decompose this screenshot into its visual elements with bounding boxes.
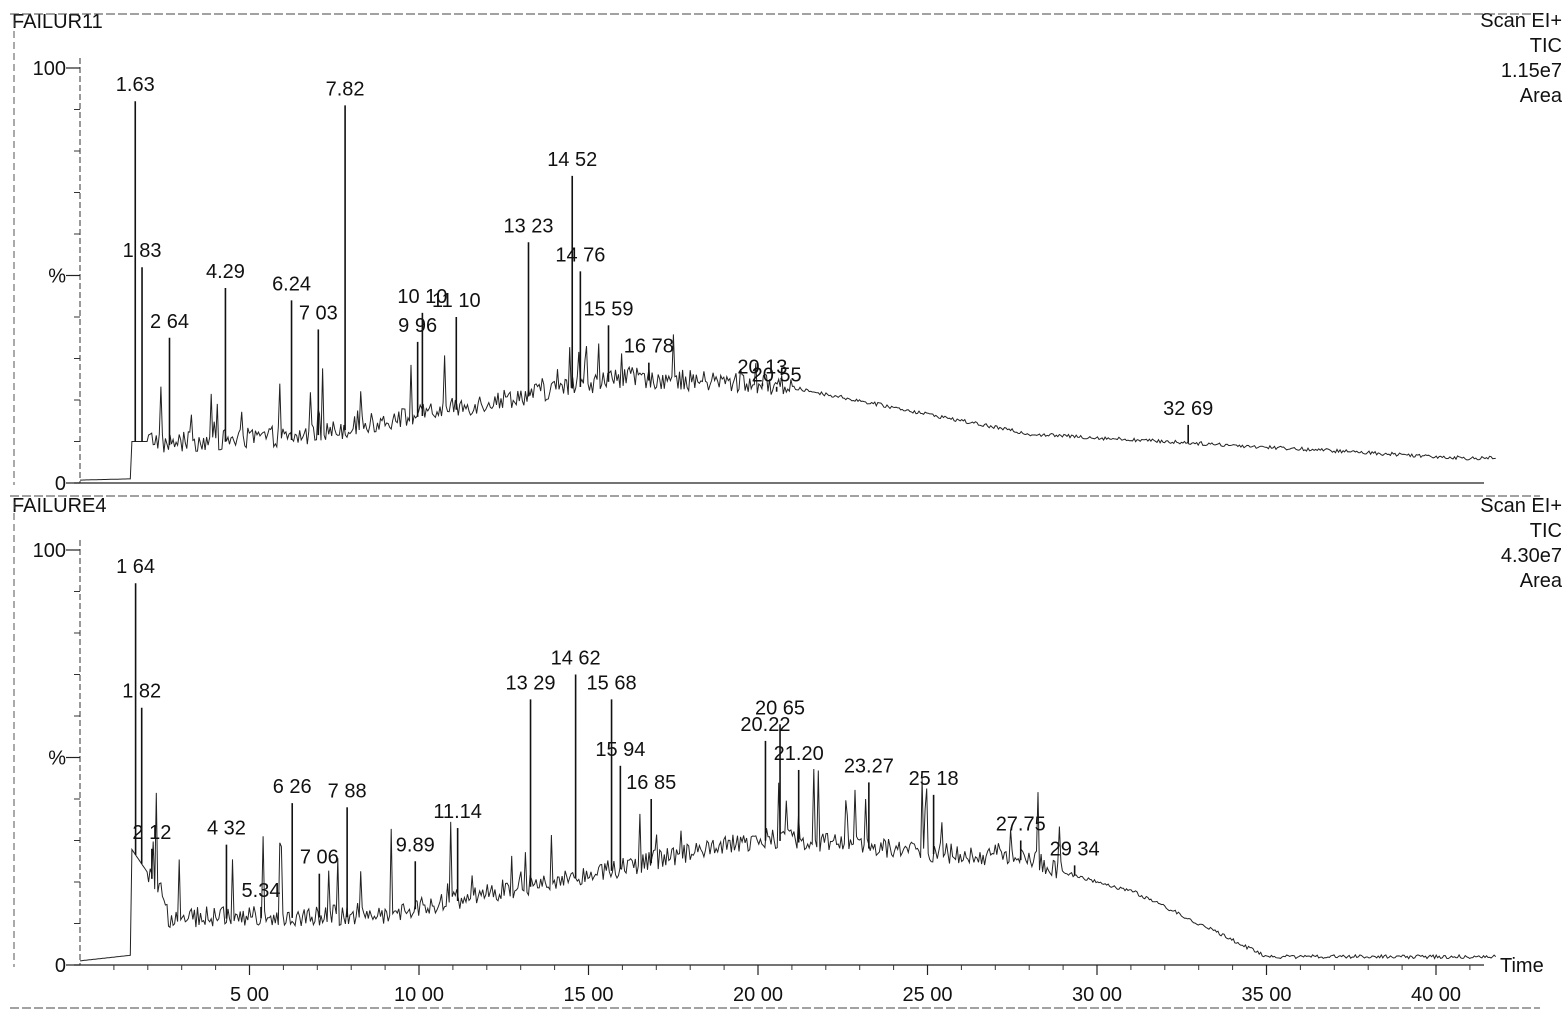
y-tick-label: % — [48, 748, 66, 770]
peak-label: 7 88 — [328, 780, 367, 802]
intensity-label: 1.15e7 — [1501, 60, 1562, 82]
peak-label: 1 64 — [116, 556, 155, 578]
peak-label: 29 34 — [1050, 838, 1100, 860]
peak-label: 21.20 — [774, 743, 824, 765]
peak-label: 9.89 — [396, 834, 435, 856]
peak-label: 23.27 — [844, 755, 894, 777]
x-tick-label: 35 00 — [1241, 984, 1291, 1006]
scan-mode-label: Scan EI+ — [1480, 10, 1562, 32]
peak-label: 1.63 — [116, 74, 155, 96]
y-tick-label: 100 — [33, 58, 66, 80]
peak-label: 20 13 — [737, 356, 787, 378]
peak-label: 14 62 — [551, 648, 601, 670]
peak-label: 14 52 — [547, 149, 597, 171]
peak-label: 20.22 — [740, 714, 790, 736]
x-tick-label: 25 00 — [902, 984, 952, 1006]
sample-name: FAILUR11 — [12, 11, 103, 33]
peak-label: 20 55 — [752, 365, 802, 387]
peak-label: 16 85 — [626, 772, 676, 794]
peak-label: 1 82 — [122, 681, 161, 703]
peak-label: 11 10 — [432, 290, 481, 312]
peak-label: 7 06 — [300, 847, 339, 869]
y-tick-label: % — [48, 266, 66, 288]
time-axis: 5 00 10 00 15 00 20 00 25 00 30 00 35 00 40 00 T… — [10, 955, 1544, 1009]
chromatogram-panel-1: FAILUR11 Scan EI+ TIC 1.15e7 Area 0% 100 1.63 1 … — [10, 10, 1563, 495]
peak-label: 5.34 — [242, 880, 281, 902]
peak-label: 32 69 — [1163, 398, 1213, 420]
peak-label: 27.75 — [996, 814, 1046, 836]
integration-label: Area — [1520, 570, 1563, 592]
x-tick-label: 15 00 — [563, 984, 613, 1006]
peak-label: 15 59 — [583, 298, 633, 320]
x-tick-label: 20 00 — [733, 984, 783, 1006]
x-tick-label: 5 00 — [230, 984, 269, 1006]
peak-label: 11.14 — [433, 801, 482, 823]
tic-trace — [80, 334, 1496, 481]
y-tick-label: 100 — [33, 540, 66, 562]
peak-label: 1 83 — [123, 240, 162, 262]
peak-label: 13 29 — [505, 672, 555, 694]
trace-type-label: TIC — [1530, 35, 1562, 57]
x-tick-label: 40 00 — [1411, 984, 1461, 1006]
trace-type-label: TIC — [1530, 520, 1562, 542]
y-tick-label: 0 — [55, 955, 66, 977]
peak-label: 16 78 — [624, 336, 674, 358]
peak-label: 20 65 — [755, 697, 805, 719]
sample-name: FAILURE4 — [12, 495, 106, 517]
chromatogram-panel-2: FAILURE4 Scan EI+ TIC 4.30e7 Area 0% 100 1 64 1 … — [10, 495, 1563, 977]
peak-label: 7 03 — [299, 302, 338, 324]
peak-label: 6 26 — [273, 776, 312, 798]
peak-label: 2 64 — [150, 311, 189, 333]
x-axis-label: Time — [1500, 955, 1544, 977]
peak-label: 4.29 — [206, 261, 245, 283]
peak-label: 25 18 — [909, 768, 959, 790]
y-tick-label: 0 — [55, 473, 66, 495]
peak-label: 10 10 — [397, 286, 447, 308]
scan-mode-label: Scan EI+ — [1480, 495, 1562, 517]
integration-label: Area — [1520, 85, 1563, 107]
peak-label: 2 12 — [132, 822, 171, 844]
x-tick-label: 10 00 — [394, 984, 444, 1006]
x-tick-label: 30 00 — [1072, 984, 1122, 1006]
peak-label: 9 96 — [398, 315, 437, 337]
peak-label: 6.24 — [272, 273, 311, 295]
peak-label: 7.82 — [326, 78, 365, 100]
peak-label: 4 32 — [207, 818, 246, 840]
intensity-label: 4.30e7 — [1501, 545, 1562, 567]
peak-label: 15 94 — [595, 739, 645, 761]
tic-trace — [79, 768, 1497, 962]
peak-label: 13 23 — [503, 215, 553, 237]
peak-label: 15 68 — [587, 672, 637, 694]
peak-label: 14 76 — [555, 244, 605, 266]
